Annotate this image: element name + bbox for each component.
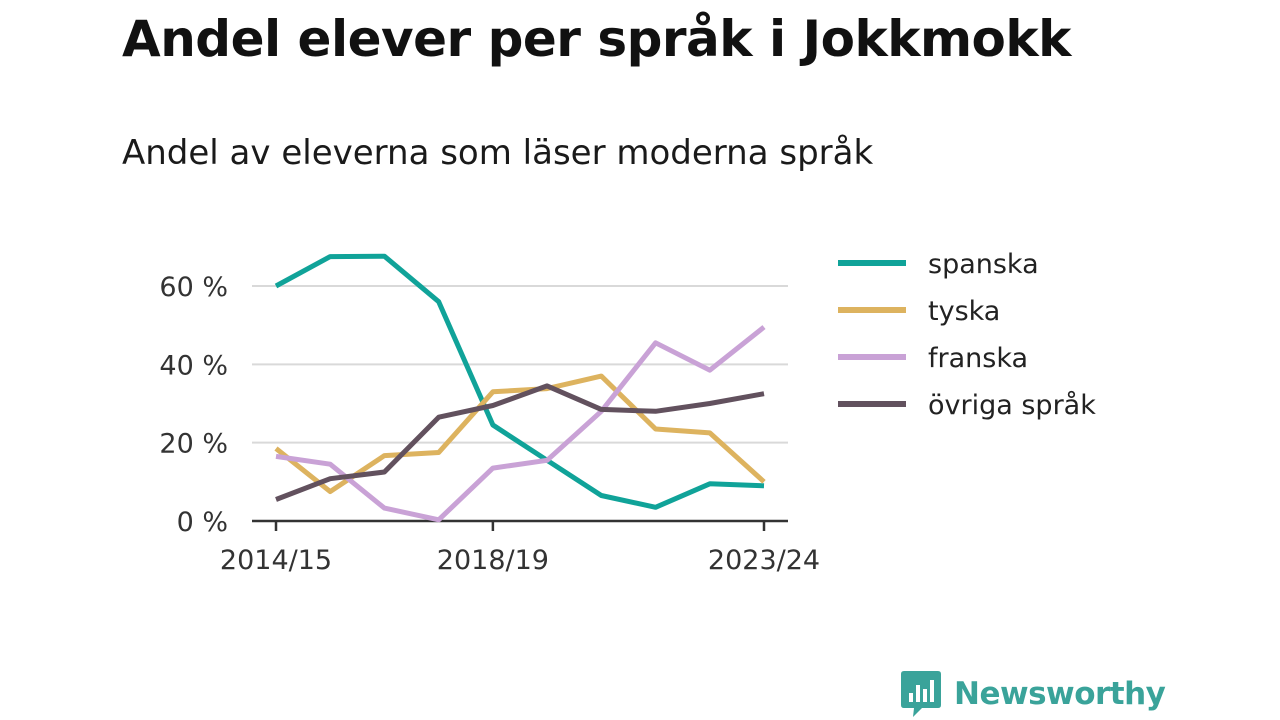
chart-title: Andel elever per språk i Jokkmokk [122,10,1071,68]
x-axis: 2014/15 2018/19 2023/24 [220,519,820,576]
legend-item: franska [838,343,1028,374]
legend-label: franska [928,343,1028,374]
x-tick-label: 2014/15 [220,545,332,576]
x-tick-label: 2023/24 [708,545,820,576]
y-axis-labels: 0 % 20 % 40 % 60 % [159,272,228,538]
series-line-3 [275,383,765,502]
line-chart: 2014/15 2018/19 2023/24 0 % 20 % 40 % 60 % sp… [159,249,1096,576]
series-lines [274,253,766,523]
legend-item: övriga språk [838,390,1096,421]
x-tick-label: 2018/19 [437,545,549,576]
legend-label: tyska [928,296,1000,327]
brand-logo: Newsworthy [900,668,1166,720]
brand-name: Newsworthy [954,676,1166,712]
gridlines [252,285,788,444]
legend-label: spanska [928,249,1039,280]
y-tick-label: 20 % [159,429,228,460]
y-tick-label: 60 % [159,272,228,303]
legend: spanska tyska franska övriga språk [838,249,1096,421]
legend-item: tyska [838,296,1000,327]
chart-subtitle: Andel av eleverna som läser moderna språ… [122,133,874,173]
y-tick-label: 40 % [159,350,228,381]
legend-item: spanska [838,249,1039,280]
newsworthy-logo-icon [901,671,941,717]
legend-label: övriga språk [928,390,1096,421]
y-tick-label: 0 % [177,507,228,538]
series-line-0 [274,253,765,510]
series-line-2 [275,325,766,523]
